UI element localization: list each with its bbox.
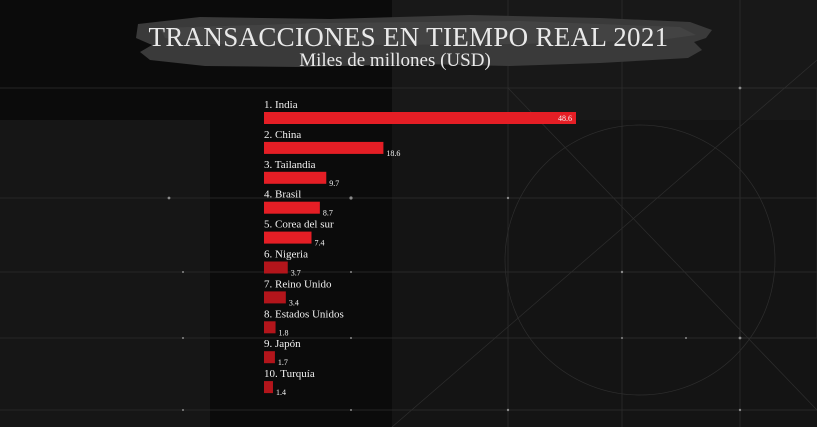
category-label: 10. Turquía — [264, 368, 315, 380]
value-label: 1.7 — [278, 358, 288, 367]
bar — [264, 201, 320, 214]
bar — [264, 261, 288, 274]
bar — [264, 381, 273, 394]
category-label: 8. Estados Unidos — [264, 308, 344, 320]
category-label: 2. China — [264, 129, 301, 141]
chart-title: TRANSACCIONES EN TIEMPO REAL 2021 — [148, 22, 669, 52]
value-label: 7.4 — [315, 239, 325, 248]
category-label: 9. Japón — [264, 338, 301, 350]
value-label: 1.4 — [276, 388, 286, 397]
bar — [264, 291, 286, 304]
bar — [264, 321, 276, 334]
value-label: 8.7 — [323, 209, 333, 218]
value-label: 3.7 — [291, 269, 301, 278]
category-label: 1. India — [264, 99, 298, 111]
category-label: 4. Brasil — [264, 189, 301, 201]
category-label: 7. Reino Unido — [264, 278, 332, 290]
bar — [264, 112, 576, 124]
value-label: 1.8 — [279, 328, 289, 337]
value-label: 18.6 — [386, 149, 400, 158]
category-label: 3. Tailandia — [264, 159, 316, 171]
category-label: 5. Corea del sur — [264, 219, 334, 231]
value-label: 9.7 — [329, 179, 339, 188]
value-label: 3.4 — [289, 298, 299, 307]
bar — [264, 171, 327, 184]
chart-subtitle: Miles de millones (USD) — [299, 50, 491, 71]
category-label: 6. Nigeria — [264, 249, 308, 261]
bar — [264, 141, 384, 154]
bar — [264, 351, 275, 364]
bar — [264, 231, 312, 244]
title-brush-stroke — [136, 15, 712, 67]
value-label: 48.6 — [558, 114, 572, 123]
